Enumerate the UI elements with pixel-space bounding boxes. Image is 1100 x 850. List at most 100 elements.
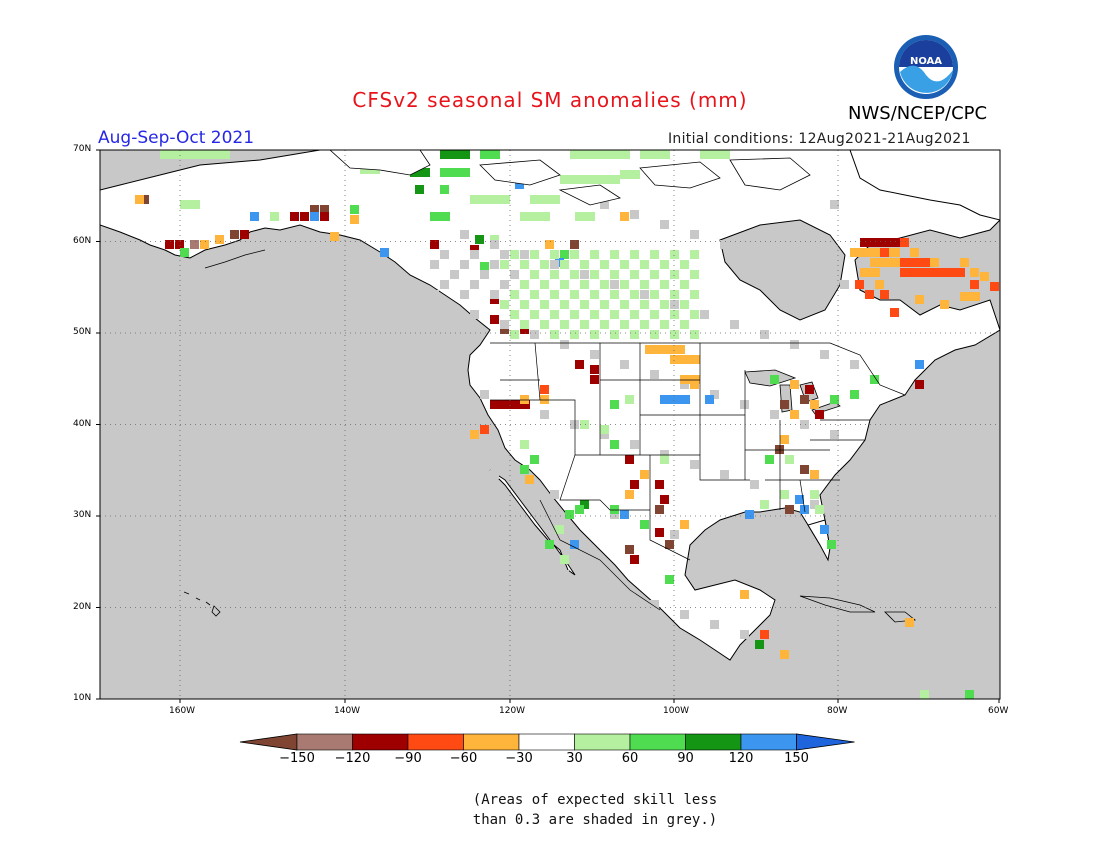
anomaly-cell <box>890 308 899 317</box>
anomaly-cell <box>865 290 874 299</box>
anomaly-cell <box>580 270 589 279</box>
colorbar-arrow-left <box>239 733 298 751</box>
anomaly-cell <box>820 525 829 534</box>
baja-peninsula <box>489 469 576 576</box>
forecast-period: Aug-Sep-Oct 2021 <box>98 128 255 148</box>
anomaly-cell <box>640 320 649 329</box>
anomaly-cell <box>510 270 519 279</box>
anomaly-cell <box>480 150 500 159</box>
anomaly-cell <box>430 290 439 299</box>
anomaly-cell <box>640 470 649 479</box>
anomaly-cell <box>180 200 200 209</box>
lon-label: 80W <box>827 706 848 716</box>
anomaly-cell <box>580 300 589 309</box>
anomaly-cell <box>620 510 629 519</box>
anomaly-cell <box>700 150 730 159</box>
anomaly-cell <box>610 400 619 409</box>
anomaly-cell <box>580 280 589 289</box>
anomaly-cell <box>830 430 839 439</box>
anomaly-cell <box>840 510 849 519</box>
anomaly-cell <box>800 465 809 474</box>
anomaly-cell <box>520 212 550 221</box>
anomaly-cells <box>135 150 999 699</box>
anomaly-cell <box>820 580 829 589</box>
anomaly-cell <box>590 290 599 299</box>
anomaly-cell <box>240 230 249 239</box>
anomaly-cell <box>530 330 539 339</box>
anomaly-cell <box>655 505 664 514</box>
anomaly-cell <box>510 330 519 339</box>
anomaly-cell <box>690 250 699 259</box>
anomaly-cell <box>540 300 549 309</box>
anomaly-cell <box>680 520 689 529</box>
anomaly-cell <box>600 280 609 289</box>
anomaly-cell <box>620 170 640 179</box>
anomaly-cell <box>520 440 529 449</box>
anomaly-cell <box>830 200 839 209</box>
anomaly-cell <box>790 410 799 419</box>
colorbar-segment <box>629 733 686 751</box>
anomaly-cell <box>500 325 509 334</box>
colorbar-segment <box>685 733 742 751</box>
anomaly-cell <box>580 420 589 429</box>
anomaly-cell <box>350 205 359 214</box>
anomaly-cell <box>470 310 479 319</box>
anomaly-cell <box>800 420 809 429</box>
noaa-logo-icon: NOAA <box>894 35 958 99</box>
anomaly-cell <box>670 270 679 279</box>
anomaly-cell <box>500 320 509 329</box>
anomaly-cell <box>610 330 619 339</box>
anomaly-cell <box>815 410 824 419</box>
colorbar-segment <box>352 733 409 751</box>
aleutian-chain <box>204 249 266 269</box>
colorbar-label: 150 <box>784 751 809 766</box>
anomaly-cell <box>660 300 669 309</box>
anomaly-cell <box>560 340 569 349</box>
colorbar-label: −60 <box>449 751 478 766</box>
anomaly-cell <box>570 240 579 249</box>
anomaly-cell <box>160 150 230 159</box>
anomaly-cell <box>600 320 609 329</box>
anomaly-cell <box>560 175 620 184</box>
anomaly-cell <box>600 430 609 439</box>
anomaly-cell <box>810 400 819 409</box>
anomaly-cell <box>525 475 534 484</box>
lon-label: 120W <box>499 706 526 716</box>
anomaly-cell <box>575 505 584 514</box>
anomaly-cell <box>560 250 569 259</box>
anomaly-cell <box>630 270 639 279</box>
anomaly-cell <box>590 310 599 319</box>
anomaly-cell <box>380 248 389 257</box>
anomaly-cell <box>690 290 699 299</box>
anomaly-cell <box>215 235 224 244</box>
anomaly-cell <box>590 330 599 339</box>
anomaly-cell <box>760 560 769 569</box>
anomaly-cell <box>680 260 689 269</box>
anomaly-cell <box>790 340 799 349</box>
anomaly-cell <box>620 260 629 269</box>
anomaly-cell <box>430 212 450 221</box>
anomaly-cell <box>640 300 649 309</box>
anomaly-cell <box>900 258 930 267</box>
anomaly-cell <box>750 480 759 489</box>
anomaly-cell <box>780 650 789 659</box>
anomaly-cell <box>670 300 679 309</box>
anomaly-cell <box>850 248 900 257</box>
political-boundaries <box>490 342 906 611</box>
anomaly-cell <box>550 270 559 279</box>
anomaly-cell <box>965 690 974 699</box>
anomaly-cell <box>780 490 789 499</box>
anomaly-cell <box>510 250 519 259</box>
anomaly-cell <box>610 510 619 519</box>
anomaly-cell <box>310 205 319 214</box>
anomaly-cell <box>630 480 639 489</box>
anomaly-cell <box>570 150 630 159</box>
anomaly-cell <box>520 260 529 269</box>
anomaly-cell <box>680 380 689 389</box>
anomaly-cell <box>915 295 924 304</box>
anomaly-cell <box>530 290 539 299</box>
anomaly-cell <box>640 520 649 529</box>
anomaly-cell <box>830 395 839 404</box>
anomaly-cell <box>770 410 779 419</box>
anomaly-cell <box>630 290 639 299</box>
